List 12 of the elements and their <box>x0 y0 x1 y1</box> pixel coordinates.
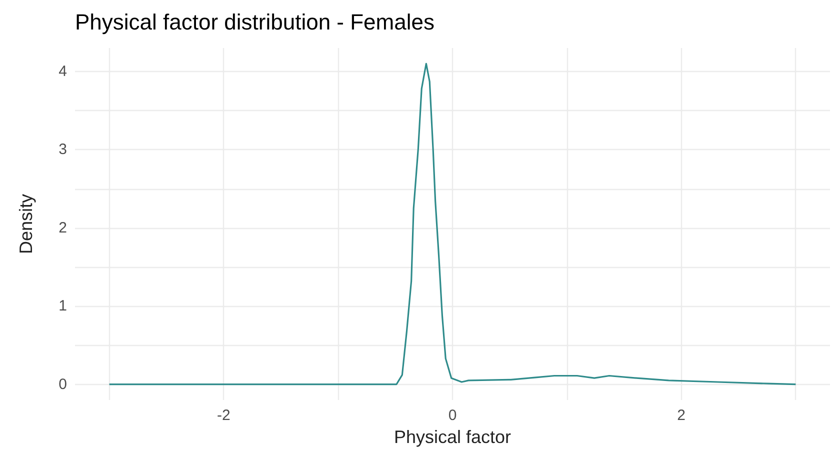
y-tick-label: 3 <box>58 141 67 158</box>
chart-title: Physical factor distribution - Females <box>75 10 434 34</box>
y-tick-label: 1 <box>58 298 67 315</box>
y-tick-label: 4 <box>58 62 67 80</box>
y-axis-title: Density <box>16 194 36 254</box>
line-series <box>108 62 796 386</box>
x-tick-label: 0 <box>448 407 457 424</box>
y-tick-label: 0 <box>58 376 67 393</box>
x-tick-label: -2 <box>217 407 230 424</box>
x-axis-title: Physical factor <box>394 427 512 447</box>
x-tick-label: 2 <box>677 407 686 424</box>
y-tick-label: 2 <box>58 219 67 236</box>
